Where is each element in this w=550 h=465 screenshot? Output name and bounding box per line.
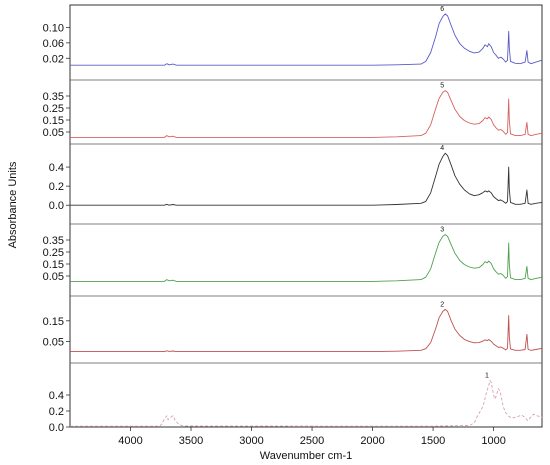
y-tick-label: 0.15 — [43, 115, 64, 127]
x-tick-label: 1000 — [481, 435, 505, 447]
y-axis-label: Absorbance Units — [7, 161, 19, 248]
x-tick-label: 1500 — [421, 435, 445, 447]
y-tick-label: 0.4 — [49, 390, 64, 402]
series-label-3: 3 — [440, 227, 444, 234]
y-tick-label: 0.35 — [43, 235, 64, 247]
series-label-5: 5 — [440, 83, 444, 90]
y-tick-label: 0.05 — [43, 271, 64, 283]
series-line-5 — [70, 90, 543, 138]
x-tick-label: 2500 — [300, 435, 324, 447]
series-line-1 — [70, 380, 543, 427]
y-tick-label: 0.25 — [43, 103, 64, 115]
panel-4: 0.4 0.2 0.0 4 — [49, 143, 543, 212]
y-tick-label: 0.25 — [43, 247, 64, 259]
y-tick-label: 0.02 — [43, 53, 64, 65]
panel-1: 0.4 0.2 0.0 1 — [49, 362, 543, 434]
y-tick-label: 0.0 — [49, 422, 64, 434]
y-tick-label: 0.15 — [43, 259, 64, 271]
x-tick-label: 4000 — [118, 435, 142, 447]
y-tick-label: 0.15 — [43, 316, 64, 328]
y-tick-label: 0.2 — [49, 406, 64, 418]
series-line-4 — [70, 152, 543, 206]
plot-frame — [69, 4, 543, 428]
y-tick-label: 0.05 — [43, 337, 64, 349]
x-tick-label: 3000 — [239, 435, 263, 447]
x-tick-label: 2000 — [360, 435, 384, 447]
panel-2: 0.15 0.05 2 — [43, 295, 543, 353]
series-line-6 — [70, 13, 543, 66]
series-label-4: 4 — [440, 145, 444, 152]
series-label-1: 1 — [485, 373, 489, 380]
y-tick-label: 0.4 — [49, 162, 64, 174]
y-tick-label: 0.0 — [49, 200, 64, 212]
panel-5: 0.350.250.150.05 5 — [43, 79, 543, 139]
y-tick-label: 0.35 — [43, 91, 64, 103]
x-axis-label: Wavenumber cm-1 — [260, 450, 353, 462]
panel-6: 0.10 0.06 0.02 6 — [43, 6, 543, 66]
series-label-2: 2 — [440, 301, 444, 308]
y-tick-label: 0.10 — [43, 22, 64, 34]
x-tick-label: 3500 — [179, 435, 203, 447]
series-line-3 — [70, 234, 543, 282]
series-line-2 — [70, 308, 543, 353]
y-tick-label: 0.06 — [43, 38, 64, 50]
y-tick-label: 0.2 — [49, 181, 64, 193]
panel-3: 0.350.250.150.05 3 — [43, 223, 543, 283]
series-label-6: 6 — [440, 6, 444, 13]
y-tick-label: 0.05 — [43, 127, 64, 139]
x-axis: 4000 3500 3000 2500 2000 1500 1000 — [118, 427, 506, 447]
spectra-panels: 0.100.060.0260.350.250.150.0550.40.20.04… — [43, 6, 543, 434]
